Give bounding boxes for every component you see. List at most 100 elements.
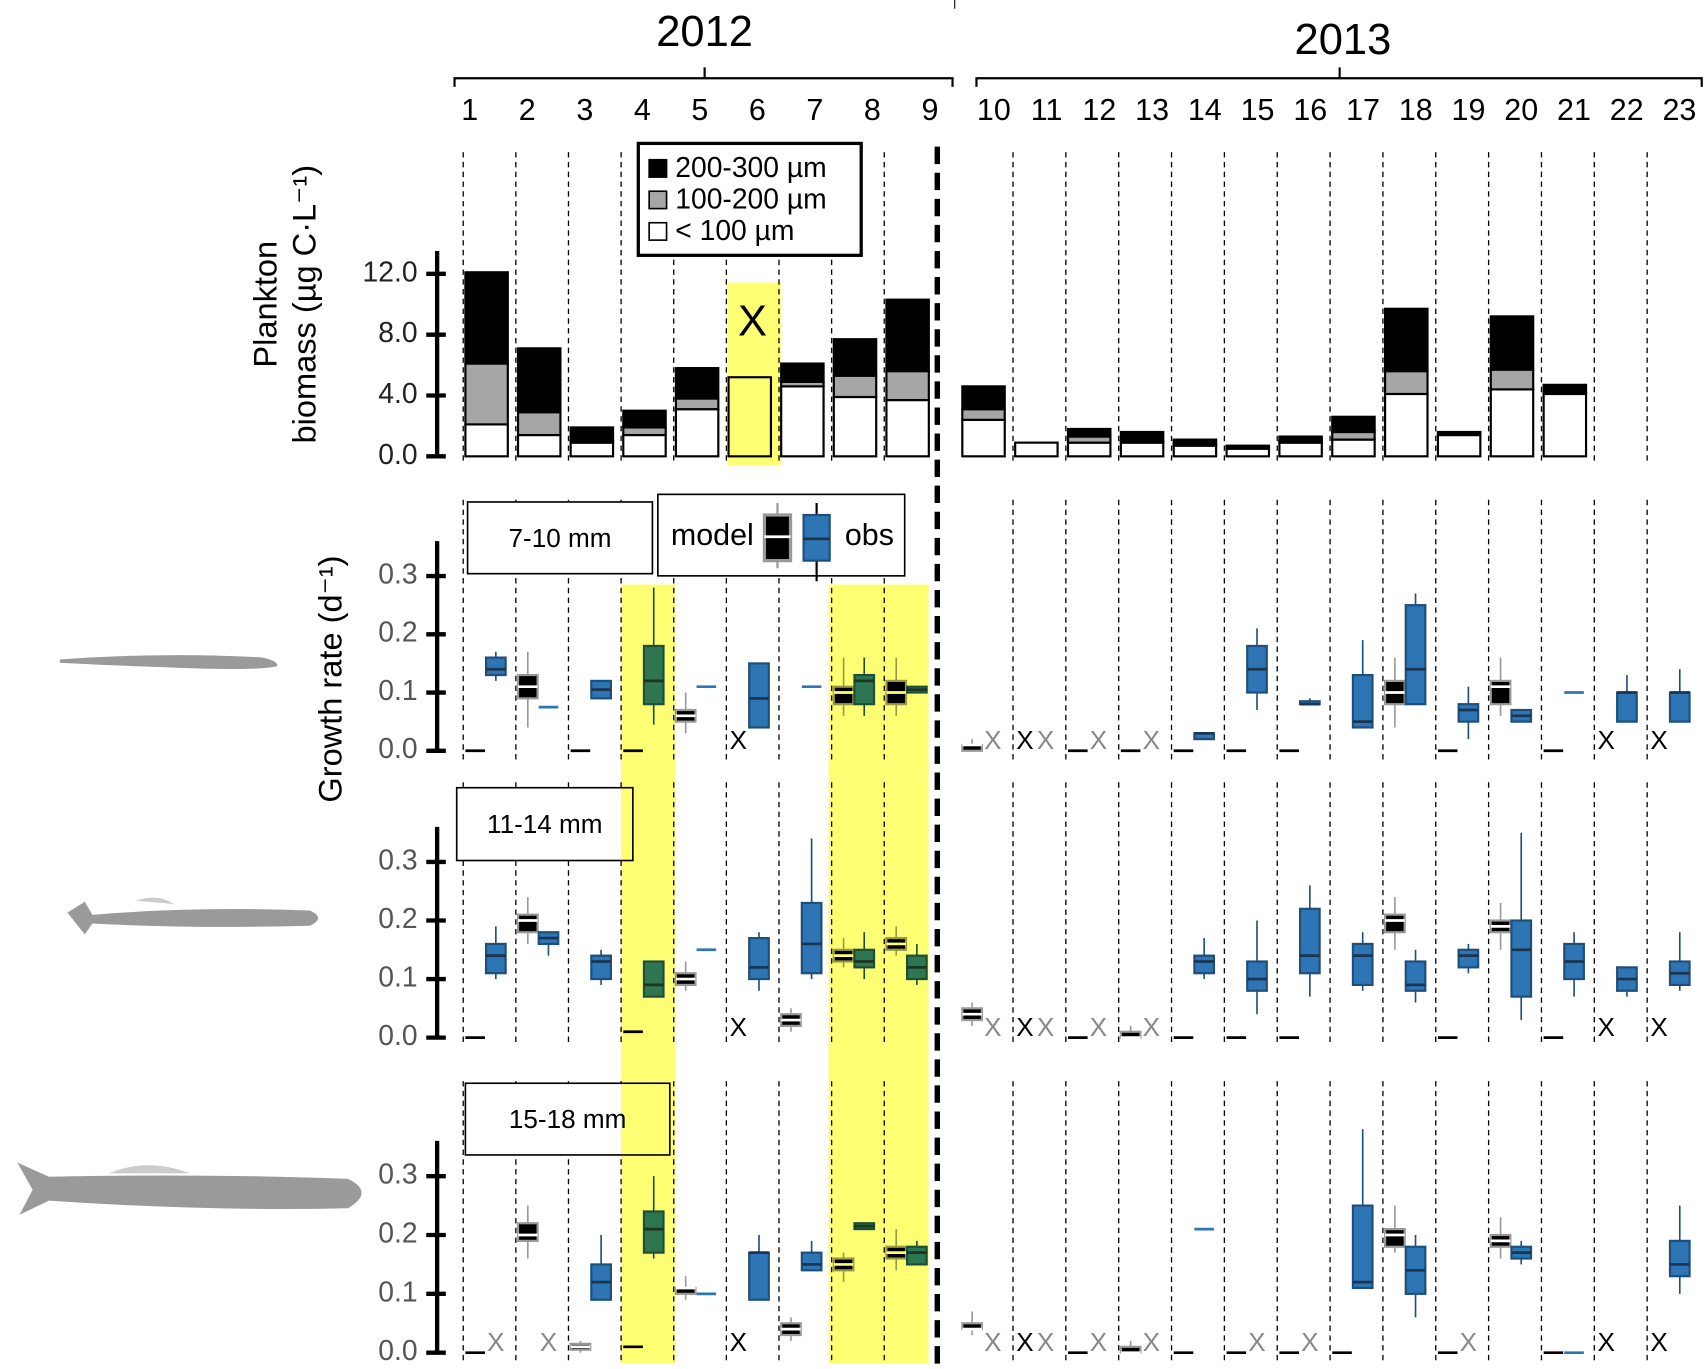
no-data-mark: X xyxy=(730,1327,747,1357)
legend-label: obs xyxy=(845,518,894,552)
y-tick-label: 0.2 xyxy=(378,1216,417,1248)
station-label: 13 xyxy=(1135,93,1169,127)
fish-large-fin xyxy=(109,1165,191,1173)
station-label: 4 xyxy=(634,93,651,127)
fish-medium-fin xyxy=(136,898,174,904)
y-axis-label-line: biomass (µg C·L⁻¹) xyxy=(285,165,322,444)
no-data-mark: X xyxy=(1143,1327,1160,1357)
size-label: 15-18 mm xyxy=(509,1104,626,1134)
station-label: 1 xyxy=(461,93,478,127)
box-body xyxy=(1670,693,1690,722)
legend-label: 100-200 µm xyxy=(675,182,826,214)
year-brackets xyxy=(455,67,1702,87)
legend-swatch xyxy=(649,160,666,177)
no-data-mark: X xyxy=(1598,725,1615,755)
bar-segment xyxy=(1332,440,1374,457)
no-data-mark: X xyxy=(1090,1327,1107,1357)
bar-segment xyxy=(518,412,560,435)
box-body xyxy=(1385,915,1405,933)
y-axis-label: Growth rate (d⁻¹) xyxy=(311,555,348,802)
size-label: 11-14 mm xyxy=(487,809,603,839)
no-data-mark: X xyxy=(730,725,747,755)
fish-large xyxy=(17,1163,361,1215)
box-body xyxy=(802,1253,822,1271)
no-data-mark: X xyxy=(1143,725,1160,755)
bar-segment xyxy=(518,348,560,412)
no-data-mark: X xyxy=(984,1327,1001,1357)
bar-segment xyxy=(623,435,665,456)
bar-segment xyxy=(886,400,928,456)
y-tick-label: 0.1 xyxy=(378,674,417,706)
box-body xyxy=(1670,1241,1690,1276)
no-data-mark: X xyxy=(1016,1012,1033,1042)
bar-segment xyxy=(834,339,876,376)
size-label: 7-10 mm xyxy=(509,523,612,553)
y-axis-label: Planktonbiomass (µg C·L⁻¹) xyxy=(246,165,322,444)
station-label: 7 xyxy=(806,93,823,127)
box-body xyxy=(1459,704,1479,721)
box-body xyxy=(1353,675,1373,727)
bar-segment xyxy=(623,427,665,435)
no-data-mark: X xyxy=(1650,1327,1667,1357)
bar-segment xyxy=(465,272,507,363)
bar-segment xyxy=(1491,389,1533,456)
bar-segment xyxy=(571,443,613,457)
box-body xyxy=(1406,961,1426,990)
bar-segment xyxy=(465,364,507,425)
y-tick-label: 12.0 xyxy=(363,255,418,287)
bar-segment xyxy=(962,386,1004,409)
box-body xyxy=(749,938,769,979)
box-body xyxy=(1459,950,1479,968)
box-body xyxy=(1491,681,1511,704)
box-body xyxy=(749,663,769,727)
box-body xyxy=(1353,944,1373,985)
y-tick-label: 4.0 xyxy=(378,377,417,409)
no-data-mark: X xyxy=(730,1012,747,1042)
station-label: 20 xyxy=(1504,93,1538,127)
bar-segment xyxy=(1227,446,1269,448)
station-label: 10 xyxy=(977,93,1011,127)
y-tick-label: 0.2 xyxy=(378,902,417,934)
bar-segment xyxy=(1015,443,1057,457)
station-label: 5 xyxy=(691,93,708,127)
y-tick-label: 0.2 xyxy=(378,616,417,648)
bar-segment xyxy=(834,376,876,397)
no-data-mark: X xyxy=(1090,725,1107,755)
station-label: 19 xyxy=(1452,93,1486,127)
bar-segment xyxy=(962,409,1004,420)
station-label: 2 xyxy=(519,93,536,127)
y-tick-label: 0.3 xyxy=(378,1158,417,1190)
highlights xyxy=(621,282,929,1363)
highlight xyxy=(621,585,675,1364)
bar-segment xyxy=(1544,385,1586,393)
box-body xyxy=(802,903,822,973)
bar-segment xyxy=(1068,429,1110,437)
legend-swatch xyxy=(649,223,666,240)
station-label: 17 xyxy=(1346,93,1380,127)
bar-segment xyxy=(1279,443,1321,457)
year-label: 2012 xyxy=(656,8,753,56)
no-data-mark: X xyxy=(984,725,1001,755)
no-data-mark: X xyxy=(1016,1327,1033,1357)
bracket-2012 xyxy=(455,67,953,87)
bar-segment xyxy=(1332,417,1374,432)
bar-segment xyxy=(1279,437,1321,442)
legend-label: model xyxy=(671,518,754,552)
bar-segment xyxy=(1121,443,1163,457)
bar-segment xyxy=(518,435,560,456)
bar-segment xyxy=(1491,316,1533,369)
fish-medium xyxy=(67,902,318,935)
no-data-mark: X xyxy=(1248,1327,1265,1357)
no-data-mark: X xyxy=(1650,1012,1667,1042)
box-body xyxy=(1300,909,1320,973)
box-body xyxy=(591,956,611,979)
box-body xyxy=(1617,693,1637,722)
y-tick-label: 0.0 xyxy=(378,1334,417,1366)
box-body xyxy=(518,1223,538,1241)
station-label: 16 xyxy=(1293,93,1327,127)
bar-segment xyxy=(781,386,823,456)
bar-segment xyxy=(1227,449,1269,457)
station-label: 21 xyxy=(1557,93,1591,127)
no-data-mark: X xyxy=(1301,1327,1318,1357)
